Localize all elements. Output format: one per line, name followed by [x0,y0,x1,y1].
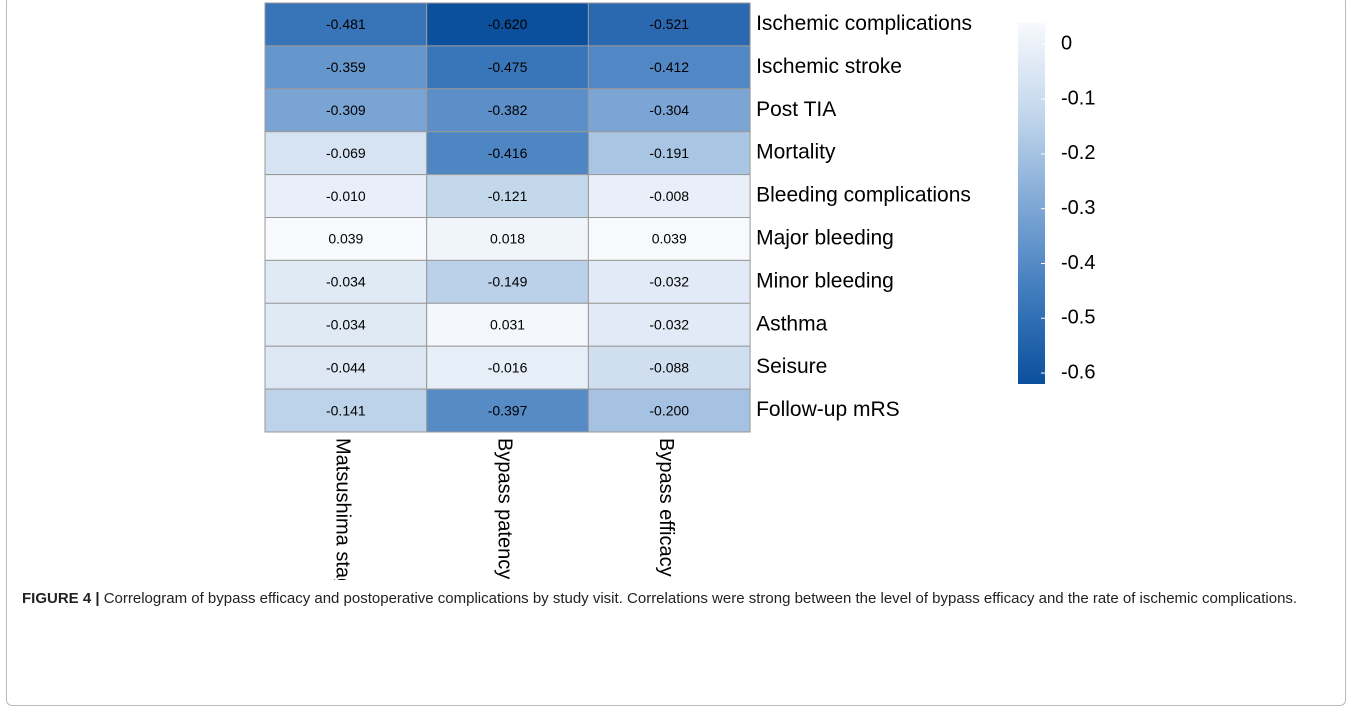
chart: -0.481 -0.620 -0.521 Ischemic complications… [264,2,1095,580]
colorbar-tick-label: -0.5 [1061,307,1095,329]
heatmap-cell [587,388,751,433]
row-label: Major bleeding [756,226,894,249]
heatmap-cell [587,345,751,390]
cell-label: -0.412 [649,59,689,75]
caption: FIGURE 4 | Correlogram of bypass efficac… [22,587,1322,610]
cell-label: -0.521 [649,16,689,32]
heatmap-cell [426,302,589,347]
cell-label: -0.481 [326,16,366,32]
cell-label: -0.034 [326,316,366,332]
caption-label: FIGURE 4 | [22,590,100,607]
heatmap-cell [587,131,751,176]
column-label: Matsushima stage [332,438,354,580]
column-label: Bypass patency [493,438,515,579]
cell-label: -0.382 [488,102,528,118]
cell-label: -0.620 [488,16,528,32]
row-label: Minor bleeding [756,269,894,292]
cell-label: -0.397 [488,402,528,418]
heatmap-cell [426,131,589,176]
heatmap-cell [587,88,751,133]
cell-label: -0.016 [488,359,528,375]
row-label: Mortality [756,141,836,164]
cell-label: -0.010 [326,188,366,204]
cell-label: -0.475 [488,59,528,75]
row-label: Bleeding complications [756,184,971,207]
heatmap-cell [587,45,751,90]
cell-label: -0.200 [649,402,689,418]
heatmap-cell [587,174,751,219]
row-label: Seisure [756,355,827,378]
colorbar-tick-label: 0 [1061,33,1072,55]
cell-label: -0.149 [488,274,528,290]
cell-label: -0.032 [649,274,689,290]
cell-label: -0.191 [649,145,689,161]
caption-text: Correlogram of bypass efficacy and posto… [103,590,1298,607]
cell-label: -0.359 [326,59,366,75]
cell-label: 0.039 [328,231,363,247]
heatmap-cell [264,174,428,219]
row-label: Asthma [756,312,828,335]
row-label: Ischemic stroke [756,55,902,78]
cell-label: -0.032 [649,316,689,332]
heatmap-cell [426,388,589,433]
colorbar-tick-label: -0.2 [1061,142,1095,164]
heatmap-cell [587,302,751,347]
figure-frame [6,0,1346,706]
heatmap-cell [426,174,589,219]
row-label: Ischemic complications [756,12,972,35]
cell-label: -0.044 [326,359,366,375]
heatmap-cell [264,259,428,304]
row-label: Post TIA [756,98,836,121]
colorbar-tick-label: -0.6 [1061,361,1095,383]
row-label: Follow-up mRS [756,398,900,421]
cell-label: -0.309 [326,102,366,118]
heatmap-cell [264,131,428,176]
cell-label: 0.039 [652,231,687,247]
cell-label: -0.141 [326,402,366,418]
cell-label: -0.088 [649,359,689,375]
heatmap-cell [426,2,589,47]
heatmap-cell [426,345,589,390]
cell-label: -0.008 [649,188,689,204]
cell-label: -0.121 [488,188,528,204]
colorbar-tick-label: -0.4 [1061,252,1095,274]
colorbar-tick-label: -0.1 [1061,87,1095,109]
cell-label: 0.018 [490,231,525,247]
heatmap-cell [587,217,751,261]
colorbar [1018,23,1045,384]
cell-label: -0.416 [488,145,528,161]
heatmap-cell [264,388,428,433]
cell-label: -0.304 [649,102,689,118]
cell-label: 0.031 [490,316,525,332]
cell-label: -0.034 [326,274,366,290]
column-label: Bypass efficacy [655,438,677,577]
cell-label: -0.069 [326,145,366,161]
heatmap-cell [264,345,428,390]
colorbar-tick-label: -0.3 [1061,197,1095,219]
